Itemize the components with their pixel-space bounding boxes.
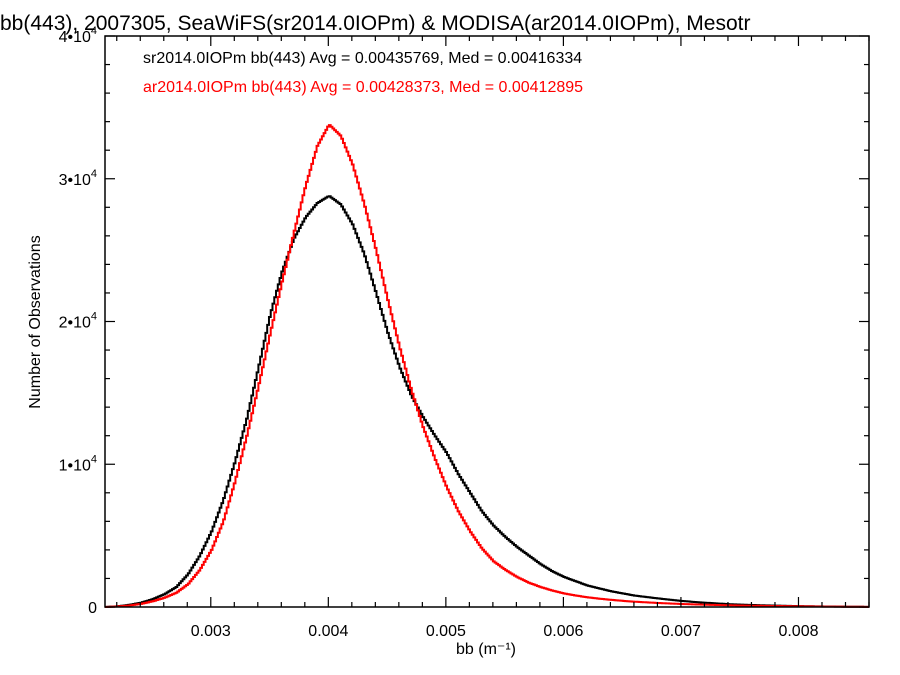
y-tick-label: 3•104 [59, 168, 97, 189]
legend: sr2014.0IOPm bb(443) Avg = 0.00435769, M… [143, 50, 583, 96]
y-tick-label: 2•104 [59, 311, 97, 332]
y-tick-label: 4•104 [59, 25, 97, 46]
y-tick-label: 1•104 [59, 453, 97, 474]
x-tick-label: 0.007 [661, 623, 701, 640]
chart-title: bb(443), 2007305, SeaWiFS(sr2014.0IOPm) … [0, 12, 750, 35]
series-line-red [105, 124, 870, 608]
series-line-black [105, 195, 870, 608]
y-tick-label: 0 [88, 600, 97, 617]
plot-frame [104, 35, 870, 608]
legend-entry-red: ar2014.0IOPm bb(443) Avg = 0.00428373, M… [143, 79, 583, 96]
x-axis-title: bb (m⁻¹) [456, 641, 516, 658]
legend-entry-black: sr2014.0IOPm bb(443) Avg = 0.00435769, M… [143, 50, 582, 67]
x-tick-label: 0.005 [426, 623, 466, 640]
series-layer [105, 124, 870, 608]
x-tick-label: 0.006 [543, 623, 583, 640]
x-tick-label: 0.003 [191, 623, 231, 640]
y-axis-title: Number of Observations [27, 235, 44, 408]
x-tick-label: 0.004 [308, 623, 348, 640]
x-axis: 0.003 0.004 0.005 0.006 0.007 0.008 [116, 36, 870, 640]
y-axis: 0 1•104 2•104 3•104 4•104 [59, 25, 869, 617]
x-tick-label: 0.008 [778, 623, 818, 640]
